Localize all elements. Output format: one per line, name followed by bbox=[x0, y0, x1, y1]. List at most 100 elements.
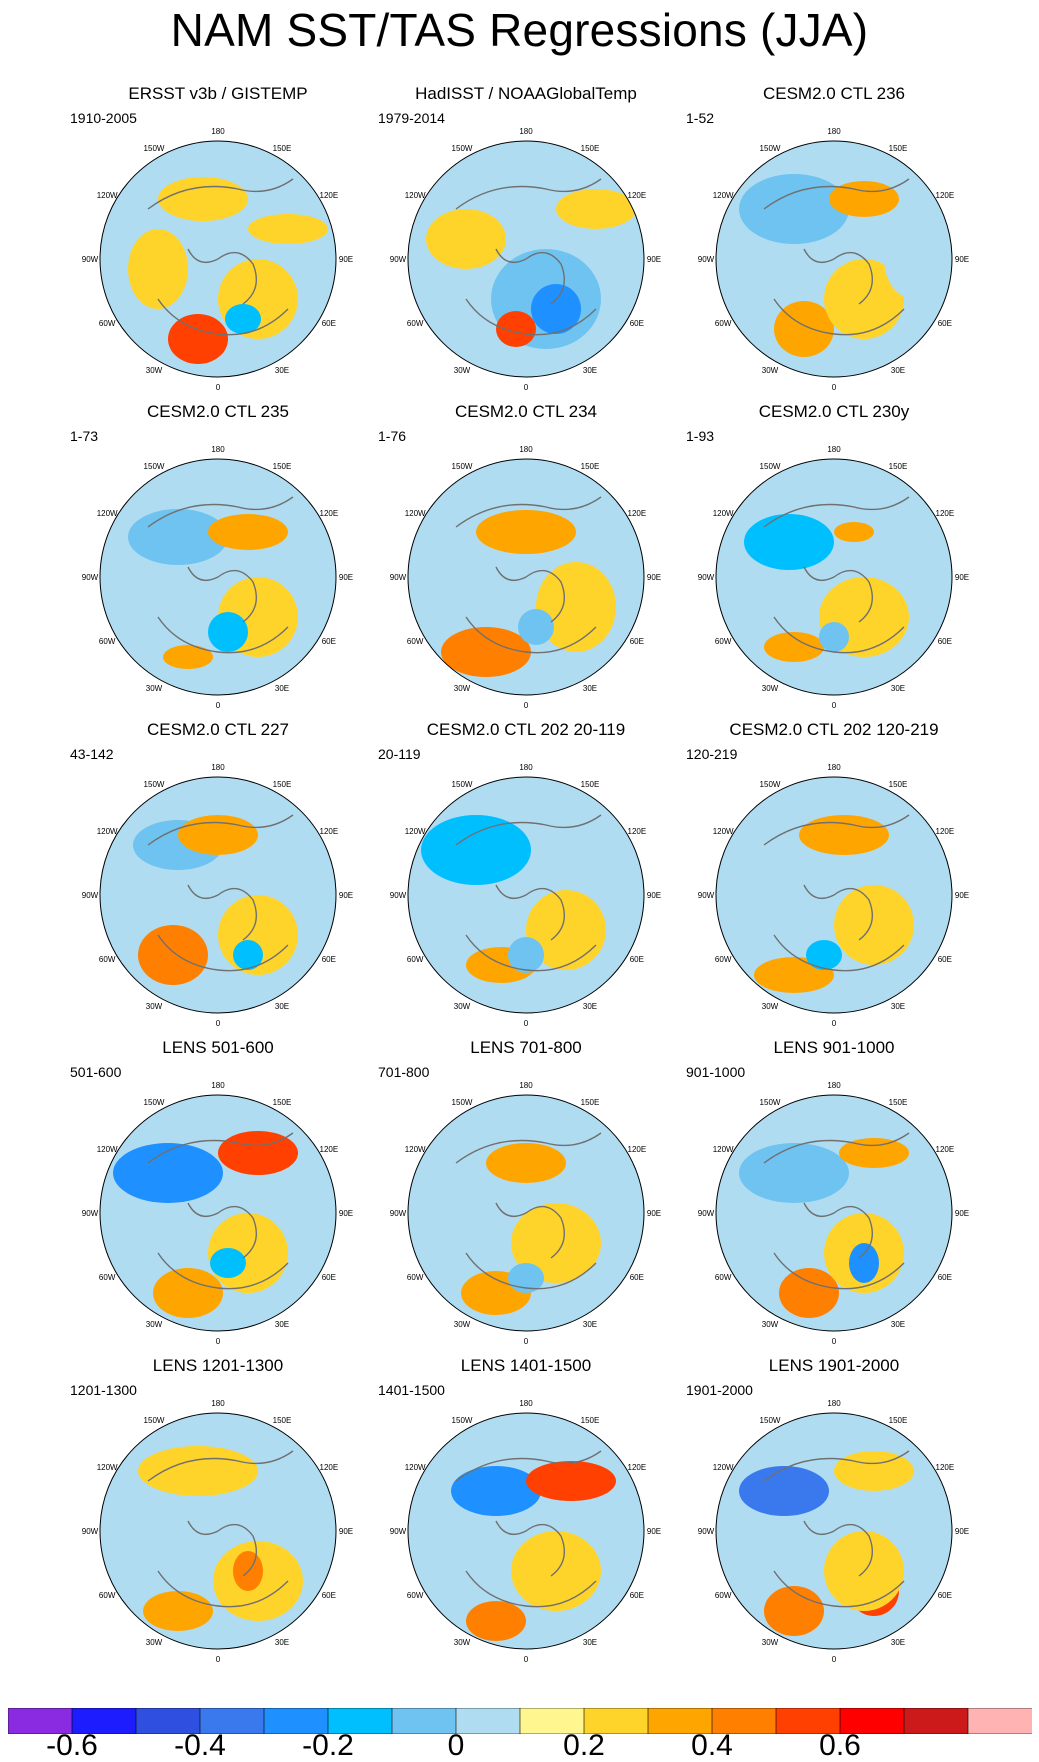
longitude-label: 60E bbox=[322, 1591, 336, 1600]
polar-map: 180 150E 120E 90E 60E 30E 0 30W 60W 90W 120W 150W bbox=[698, 445, 969, 710]
longitude-label: 90W bbox=[390, 1527, 407, 1536]
longitude-label: 90W bbox=[698, 1527, 715, 1536]
longitude-label: 90E bbox=[647, 255, 661, 264]
longitude-label: 90W bbox=[698, 573, 715, 582]
map-boundary bbox=[407, 140, 645, 378]
polar-map: 180 150E 120E 90E 60E 30E 0 30W 60W 90W 120W 150W bbox=[390, 127, 661, 392]
longitude-label: 120E bbox=[320, 1463, 339, 1472]
longitude-label: 150E bbox=[581, 1416, 600, 1425]
anomaly-contour bbox=[233, 940, 263, 970]
anomaly-contour bbox=[834, 522, 874, 542]
longitude-label: 60E bbox=[322, 319, 336, 328]
polar-map: 180 150E 120E 90E 60E 30E 0 30W 60W 90W 120W 150W bbox=[698, 127, 969, 392]
longitude-label: 60E bbox=[630, 319, 644, 328]
longitude-label: 90W bbox=[390, 573, 407, 582]
coastline bbox=[455, 1450, 602, 1608]
panel-title: CESM2.0 CTL 227 bbox=[146, 720, 290, 739]
longitude-label: 120E bbox=[628, 1145, 647, 1154]
panel-title: ERSST v3b / GISTEMP bbox=[128, 84, 308, 103]
longitude-label: 150E bbox=[889, 1416, 908, 1425]
longitude-label: 60E bbox=[630, 955, 644, 964]
panel-title: CESM2.0 CTL 236 bbox=[762, 84, 906, 103]
colorbar bbox=[8, 1708, 1032, 1734]
coastline bbox=[455, 496, 602, 654]
longitude-label: 60E bbox=[630, 1591, 644, 1600]
panel-title: LENS 701-800 bbox=[470, 1038, 582, 1057]
anomaly-contour bbox=[486, 1143, 566, 1183]
anomaly-contour bbox=[476, 510, 576, 554]
longitude-label: 90E bbox=[955, 891, 969, 900]
map-boundary bbox=[407, 776, 645, 1014]
longitude-label: 90E bbox=[955, 1209, 969, 1218]
panel-year-range: 501-600 bbox=[70, 1064, 122, 1080]
longitude-label: 150W bbox=[452, 462, 473, 471]
longitude-label: 120E bbox=[628, 1463, 647, 1472]
longitude-label: 120E bbox=[936, 1145, 955, 1154]
longitude-label: 150W bbox=[760, 144, 781, 153]
colorbar-swatch bbox=[583, 1708, 649, 1734]
anomaly-contour bbox=[526, 1461, 616, 1501]
longitude-label: 120E bbox=[936, 1463, 955, 1472]
longitude-label: 60E bbox=[322, 1273, 336, 1282]
longitude-label: 60W bbox=[715, 955, 732, 964]
anomaly-contour bbox=[178, 815, 258, 855]
longitude-label: 90E bbox=[647, 1527, 661, 1536]
anomaly-contour bbox=[511, 1203, 601, 1283]
longitude-label: 90W bbox=[82, 255, 99, 264]
coastline bbox=[147, 178, 294, 336]
map-boundary bbox=[407, 1412, 645, 1650]
map-panel: LENS 501-600 501-600 180 150E 120E 90E 60E 30E 0… bbox=[68, 1038, 398, 1356]
panel-title: CESM2.0 CTL 202 120-219 bbox=[729, 720, 939, 739]
map-panel: LENS 1201-1300 1201-1300 180 150E 120E 90E 60E… bbox=[68, 1356, 398, 1674]
anomaly-contour bbox=[466, 1601, 526, 1641]
anomaly-contour bbox=[113, 1143, 223, 1203]
anomaly-contour bbox=[158, 177, 248, 221]
anomaly-contour bbox=[451, 1466, 541, 1516]
coastline bbox=[147, 496, 294, 654]
longitude-label: 120W bbox=[405, 1463, 426, 1472]
map-panel: LENS 1901-2000 1901-2000 180 150E 120E 90E 60E… bbox=[684, 1356, 1014, 1674]
colorbar-swatch bbox=[903, 1708, 969, 1734]
polar-map: 180 150E 120E 90E 60E 30E 0 30W 60W 90W 120W 150W bbox=[82, 1399, 353, 1664]
longitude-label: 90E bbox=[955, 573, 969, 582]
panel-year-range: 1910-2005 bbox=[70, 110, 137, 126]
longitude-label: 120W bbox=[713, 191, 734, 200]
longitude-label: 120W bbox=[97, 191, 118, 200]
anomaly-contour bbox=[739, 1466, 829, 1516]
anomaly-contour bbox=[441, 627, 531, 677]
longitude-label: 120W bbox=[97, 509, 118, 518]
panel-title: CESM2.0 CTL 202 20-119 bbox=[426, 720, 626, 739]
coastline bbox=[147, 814, 294, 972]
longitude-label: 30E bbox=[583, 1002, 597, 1011]
longitude-label: 60W bbox=[407, 637, 424, 646]
longitude-label: 60W bbox=[407, 1273, 424, 1282]
longitude-label: 30W bbox=[146, 366, 163, 375]
anomaly-contour bbox=[834, 1451, 914, 1491]
longitude-label: 120W bbox=[405, 509, 426, 518]
map-panel: CESM2.0 CTL 227 43-142 180 150E 120E 90E 60E 30… bbox=[68, 720, 398, 1038]
longitude-label: 150W bbox=[452, 780, 473, 789]
anomaly-contour bbox=[819, 622, 849, 652]
longitude-label: 150W bbox=[760, 780, 781, 789]
longitude-label: 60W bbox=[99, 1273, 116, 1282]
coastline bbox=[147, 1132, 294, 1290]
anomaly-contour bbox=[799, 815, 889, 855]
longitude-label: 30E bbox=[891, 1638, 905, 1647]
longitude-label: 30E bbox=[275, 1320, 289, 1329]
panel-title: LENS 501-600 bbox=[162, 1038, 274, 1057]
longitude-label: 30W bbox=[762, 366, 779, 375]
coastline bbox=[763, 496, 910, 654]
longitude-label: 90E bbox=[647, 573, 661, 582]
panel-year-range: 43-142 bbox=[70, 746, 114, 762]
longitude-label: 120E bbox=[936, 827, 955, 836]
longitude-label: 30W bbox=[146, 1638, 163, 1647]
longitude-label: 30W bbox=[146, 1320, 163, 1329]
figure-title: NAM SST/TAS Regressions (JJA) bbox=[170, 4, 869, 56]
panel-title: LENS 1901-2000 bbox=[768, 1356, 900, 1375]
map-panel: CESM2.0 CTL 234 1-76 180 150E 120E 90E 60E 30E 0… bbox=[376, 402, 706, 720]
longitude-label: 150W bbox=[760, 1416, 781, 1425]
longitude-label: 120W bbox=[405, 191, 426, 200]
longitude-label: 60W bbox=[715, 319, 732, 328]
coastline bbox=[147, 1450, 294, 1608]
colorbar-tick-label: -0.4 bbox=[174, 1729, 226, 1762]
